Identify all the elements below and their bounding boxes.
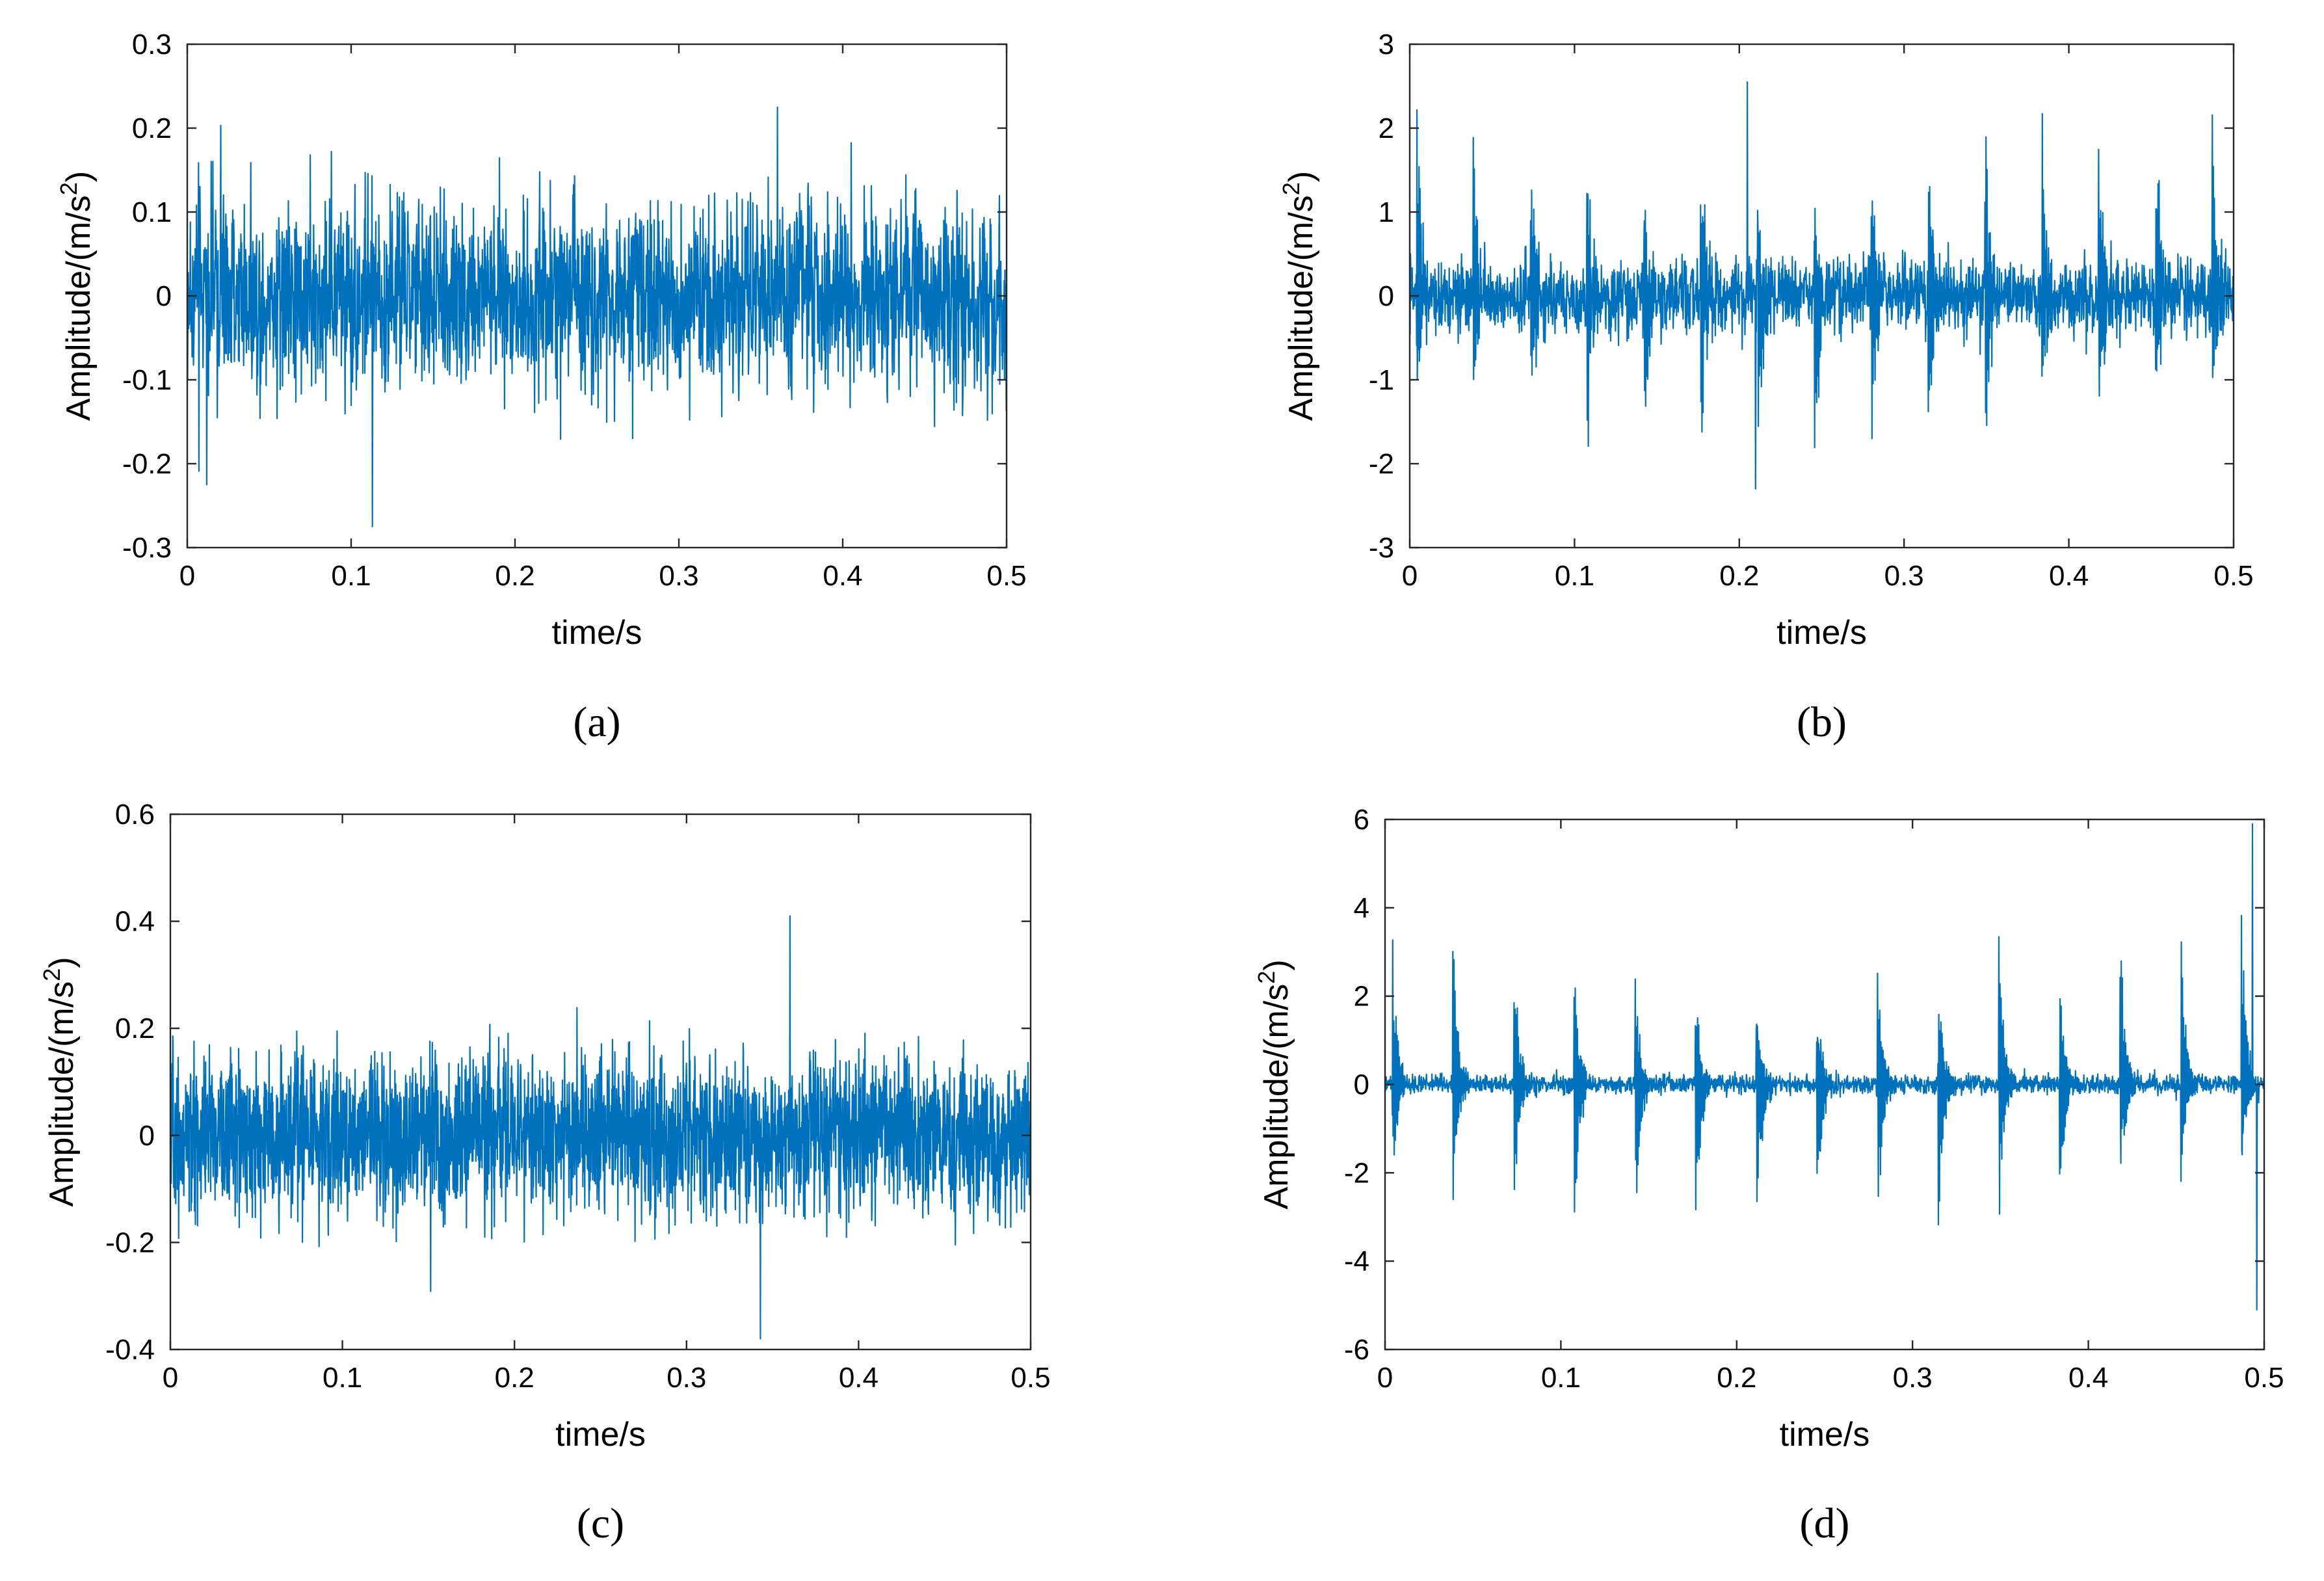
x-tick-label-d: 0.3: [1893, 1362, 1933, 1394]
x-tick-label-c: 0.4: [839, 1362, 878, 1394]
x-tick-label-a: 0: [179, 560, 195, 592]
y-axis-label-c: Amplitude/(m/s2): [38, 957, 81, 1206]
axes-frame-c: [169, 813, 1032, 1351]
x-axis-label-b: time/s: [1776, 614, 1867, 652]
y-tick-label-b: -1: [1369, 364, 1394, 396]
x-tick-label-c: 0: [163, 1362, 178, 1394]
y-axis-label-b: Amplitude/(m/s2): [1278, 171, 1320, 421]
signal-line-b: [1408, 81, 2235, 490]
y-tick-label-c: 0: [139, 1120, 155, 1152]
x-axis-label-a: time/s: [552, 614, 642, 652]
panel-b: 0 0.1 0.2 0.3 0.4 0.5 -3 -2 -1 0 1 2 3 time/s Amplitud…: [1278, 29, 2254, 746]
x-tick-label-a: 0.4: [823, 560, 862, 592]
y-tick-label-d: -2: [1344, 1157, 1369, 1189]
x-tick-label-b: 0.2: [1719, 560, 1759, 592]
panel-caption-c: (c): [577, 1500, 624, 1547]
y-tick-label-d: 6: [1354, 804, 1369, 836]
y-tick-label-b: -2: [1369, 448, 1394, 480]
x-axis-label-c: time/s: [555, 1416, 646, 1454]
x-tick-label-b: 0.5: [2213, 560, 2253, 592]
y-tick-label-c: -0.4: [105, 1334, 155, 1366]
x-tick-label-d: 0.4: [2068, 1362, 2108, 1394]
x-tick-label-a: 0.3: [659, 560, 698, 592]
y-tick-label-a: 0.2: [132, 113, 172, 144]
x-tick-label-a: 0.1: [331, 560, 371, 592]
panel-caption-a: (a): [573, 698, 620, 746]
y-tick-label-c: 0.2: [115, 1013, 155, 1044]
x-tick-label-b: 0.3: [1884, 560, 1924, 592]
signal-line-a: [186, 106, 1008, 527]
y-tick-label-c: -0.2: [105, 1227, 155, 1258]
y-tick-label-d: 4: [1354, 892, 1369, 924]
y-axis-label-a: Amplitude/(m/s2): [55, 171, 98, 421]
y-axis-label-d: Amplitude/(m/s2): [1253, 959, 1295, 1209]
y-tick-label-b: 0: [1379, 280, 1394, 312]
x-tick-label-d: 0.2: [1717, 1362, 1756, 1394]
y-tick-label-a: -0.2: [122, 448, 172, 480]
x-tick-label-b: 0.1: [1555, 560, 1594, 592]
y-tick-label-d: 2: [1354, 981, 1369, 1013]
x-tick-label-a: 0.5: [986, 560, 1026, 592]
y-tick-label-a: 0: [156, 280, 172, 312]
y-tick-label-c: 0.6: [115, 799, 155, 830]
y-tick-label-b: -3: [1369, 532, 1394, 564]
y-tick-label-a: 0.3: [132, 29, 172, 60]
panel-c: 0 0.1 0.2 0.3 0.4 0.5 -0.4 -0.2 0 0.2 0.4 0.6 time/s…: [38, 799, 1051, 1547]
x-tick-label-d: 0.5: [2244, 1362, 2284, 1394]
x-tick-label-c: 0.3: [667, 1362, 706, 1394]
signal-line-d: [1384, 823, 2265, 1310]
y-tick-label-a: -0.1: [122, 364, 172, 396]
panel-d: 0 0.1 0.2 0.3 0.4 0.5 -6 -4 -2 0 2 4 6 time/s Amplitud…: [1253, 804, 2284, 1547]
x-tick-label-d: 0: [1377, 1362, 1393, 1394]
y-tick-label-d: -4: [1344, 1245, 1369, 1277]
x-tick-label-c: 0.2: [495, 1362, 535, 1394]
signal-line-c: [169, 915, 1032, 1340]
y-tick-label-b: 3: [1379, 29, 1394, 60]
panel-caption-d: (d): [1800, 1500, 1850, 1547]
y-tick-label-c: 0.4: [115, 906, 155, 938]
x-tick-label-b: 0.4: [2049, 560, 2089, 592]
x-tick-label-a: 0.2: [495, 560, 535, 592]
y-tick-label-d: -6: [1344, 1334, 1369, 1366]
y-tick-label-d: 0: [1354, 1069, 1369, 1101]
y-tick-label-b: 1: [1379, 196, 1394, 228]
x-tick-label-d: 0.1: [1541, 1362, 1581, 1394]
x-tick-label-c: 0.1: [323, 1362, 362, 1394]
x-tick-label-c: 0.5: [1010, 1362, 1050, 1394]
y-tick-label-b: 2: [1379, 113, 1394, 144]
y-tick-label-a: -0.3: [122, 532, 172, 564]
panel-caption-b: (b): [1797, 698, 1847, 746]
y-tick-label-a: 0.1: [132, 196, 172, 228]
x-axis-label-d: time/s: [1780, 1416, 1870, 1454]
x-tick-label-b: 0: [1402, 560, 1418, 592]
panel-a: 0 0.1 0.2 0.3 0.4 0.5 -0.3 -0.2 -0.1 0 0.1 0.2 0.3 ti…: [55, 29, 1027, 746]
